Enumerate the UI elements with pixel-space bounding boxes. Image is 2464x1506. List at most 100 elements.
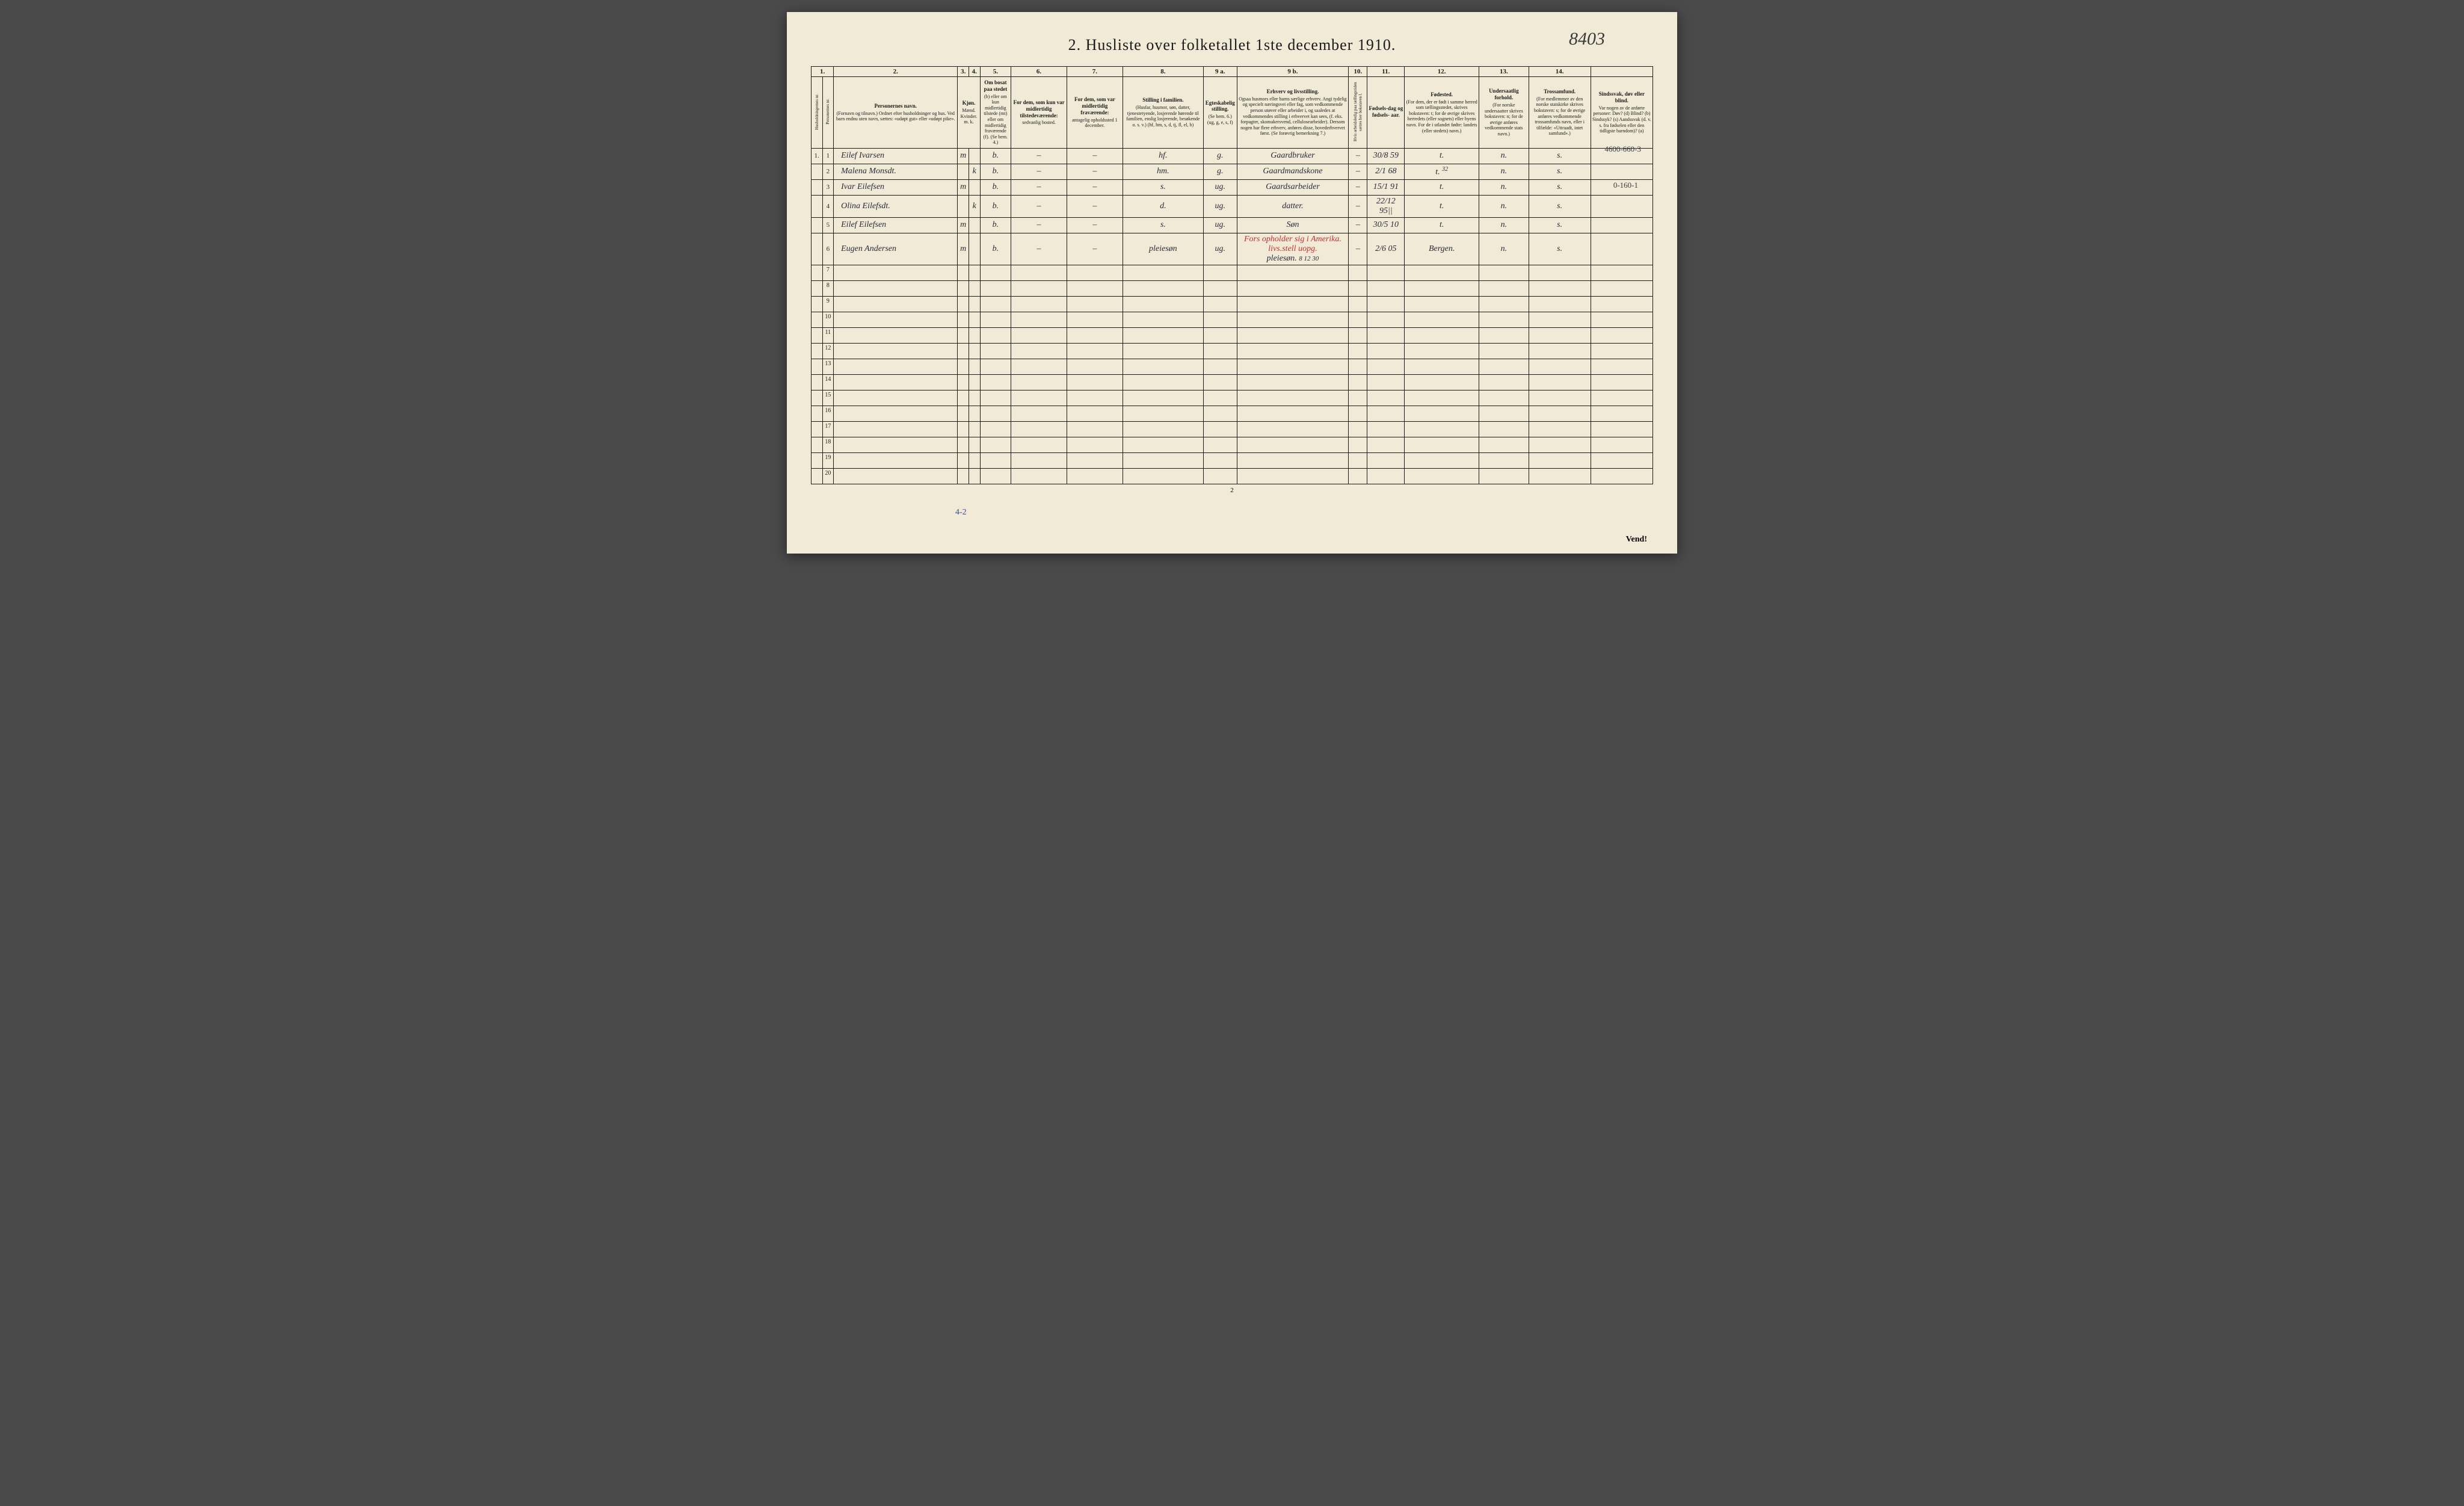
- cell-household: [812, 265, 823, 280]
- cell-tros: s.: [1529, 164, 1591, 179]
- cell-sex-m: [958, 468, 969, 484]
- cell-tros: s.: [1529, 195, 1591, 217]
- cell-household: [812, 217, 823, 233]
- cell-stats: –: [1349, 233, 1367, 265]
- cell-bosat: [980, 265, 1011, 280]
- cell-frav: [1067, 312, 1123, 327]
- cell-frav: [1067, 296, 1123, 312]
- cell-sex-k: [969, 390, 981, 406]
- cell-midl: –: [1011, 233, 1067, 265]
- cell-name: [834, 421, 958, 437]
- cell-person-num: 8: [822, 280, 834, 296]
- cell-undersaat: n.: [1479, 195, 1529, 217]
- cell-egte: [1203, 468, 1237, 484]
- cell-fodsel: 15/1 91: [1367, 179, 1405, 195]
- cell-famstill: hf.: [1123, 148, 1203, 164]
- header-stats: Hvis arbeidsledig paa tællingstiden sætt…: [1349, 77, 1367, 149]
- cell-tros: [1529, 280, 1591, 296]
- cell-person-num: 11: [822, 327, 834, 343]
- cell-fodsel: [1367, 327, 1405, 343]
- cell-undersaat: [1479, 280, 1529, 296]
- cell-bosat: b.: [980, 217, 1011, 233]
- cell-person-num: 3: [822, 179, 834, 195]
- cell-name: [834, 327, 958, 343]
- cell-household: [812, 179, 823, 195]
- cell-bosat: b.: [980, 179, 1011, 195]
- cell-sinds: [1591, 164, 1652, 179]
- cell-person-num: 6: [822, 233, 834, 265]
- cell-erhverv: [1237, 452, 1349, 468]
- cell-famstill: [1123, 437, 1203, 452]
- header-famstill: Stilling i familien. (Husfar, husmor, sø…: [1123, 77, 1203, 149]
- cell-name: [834, 265, 958, 280]
- cell-tros: [1529, 296, 1591, 312]
- cell-household: [812, 390, 823, 406]
- cell-fodested: [1405, 280, 1479, 296]
- cell-tros: [1529, 421, 1591, 437]
- cell-tros: s.: [1529, 148, 1591, 164]
- vend-label: Vend!: [1626, 535, 1647, 545]
- cell-erhverv: [1237, 312, 1349, 327]
- cell-household: [812, 327, 823, 343]
- cell-undersaat: n.: [1479, 233, 1529, 265]
- cell-sinds: [1591, 452, 1652, 468]
- cell-stats: –: [1349, 164, 1367, 179]
- cell-midl: [1011, 406, 1067, 421]
- cell-person-num: 15: [822, 390, 834, 406]
- column-number-row: 1. 2. 3. 4. 5. 6. 7. 8. 9 a. 9 b. 10. 11…: [812, 67, 1653, 77]
- cell-name: [834, 452, 958, 468]
- cell-name: [834, 468, 958, 484]
- cell-household: [812, 437, 823, 452]
- cell-sex-m: m: [958, 148, 969, 164]
- cell-person-num: 18: [822, 437, 834, 452]
- colnum-9b: 9 b.: [1237, 67, 1349, 77]
- cell-sex-k: [969, 406, 981, 421]
- cell-famstill: hm.: [1123, 164, 1203, 179]
- cell-fodested: [1405, 359, 1479, 374]
- cell-frav: –: [1067, 179, 1123, 195]
- cell-erhverv: [1237, 343, 1349, 359]
- cell-fodsel: [1367, 437, 1405, 452]
- cell-midl: [1011, 343, 1067, 359]
- cell-sex-m: [958, 327, 969, 343]
- cell-famstill: d.: [1123, 195, 1203, 217]
- cell-undersaat: n.: [1479, 179, 1529, 195]
- cell-midl: [1011, 265, 1067, 280]
- cell-fodested: t.: [1405, 148, 1479, 164]
- cell-egte: [1203, 296, 1237, 312]
- cell-erhverv: [1237, 468, 1349, 484]
- table-row: 15: [812, 390, 1653, 406]
- cell-fodsel: 2/6 05: [1367, 233, 1405, 265]
- cell-sinds: [1591, 374, 1652, 390]
- cell-tros: [1529, 327, 1591, 343]
- cell-household: [812, 312, 823, 327]
- cell-midl: [1011, 359, 1067, 374]
- cell-sex-m: [958, 390, 969, 406]
- cell-undersaat: [1479, 359, 1529, 374]
- cell-egte: [1203, 359, 1237, 374]
- header-undersaat: Undersaatlig forhold. (For norske unders…: [1479, 77, 1529, 149]
- cell-undersaat: [1479, 421, 1529, 437]
- cell-famstill: [1123, 265, 1203, 280]
- cell-frav: [1067, 265, 1123, 280]
- colnum-1: 1.: [812, 67, 834, 77]
- cell-household: [812, 452, 823, 468]
- table-row: 11: [812, 327, 1653, 343]
- cell-name: Malena Monsdt.: [834, 164, 958, 179]
- cell-sex-m: [958, 280, 969, 296]
- cell-fodested: t.: [1405, 217, 1479, 233]
- cell-fodsel: [1367, 280, 1405, 296]
- cell-erhverv: [1237, 390, 1349, 406]
- cell-famstill: s.: [1123, 217, 1203, 233]
- cell-household: [812, 343, 823, 359]
- cell-fodested: [1405, 374, 1479, 390]
- cell-bosat: [980, 406, 1011, 421]
- cell-fodsel: [1367, 452, 1405, 468]
- header-row: Husholdningernes nr. Personernes nr. Per…: [812, 77, 1653, 149]
- cell-egte: [1203, 421, 1237, 437]
- header-sex: Kjøn. Mænd. Kvinder. m. k.: [958, 77, 980, 149]
- cell-fodested: t.: [1405, 195, 1479, 217]
- cell-stats: [1349, 452, 1367, 468]
- cell-name: Olina Eilefsdt.: [834, 195, 958, 217]
- colnum-10: 10.: [1349, 67, 1367, 77]
